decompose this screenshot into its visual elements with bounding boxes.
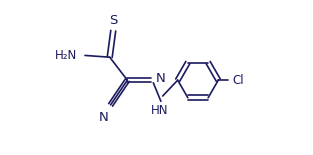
Text: N: N [156, 72, 166, 85]
Text: Cl: Cl [233, 74, 244, 87]
Text: H₂N: H₂N [55, 49, 77, 62]
Text: S: S [109, 15, 117, 27]
Text: N: N [99, 111, 108, 124]
Text: HN: HN [151, 104, 168, 117]
